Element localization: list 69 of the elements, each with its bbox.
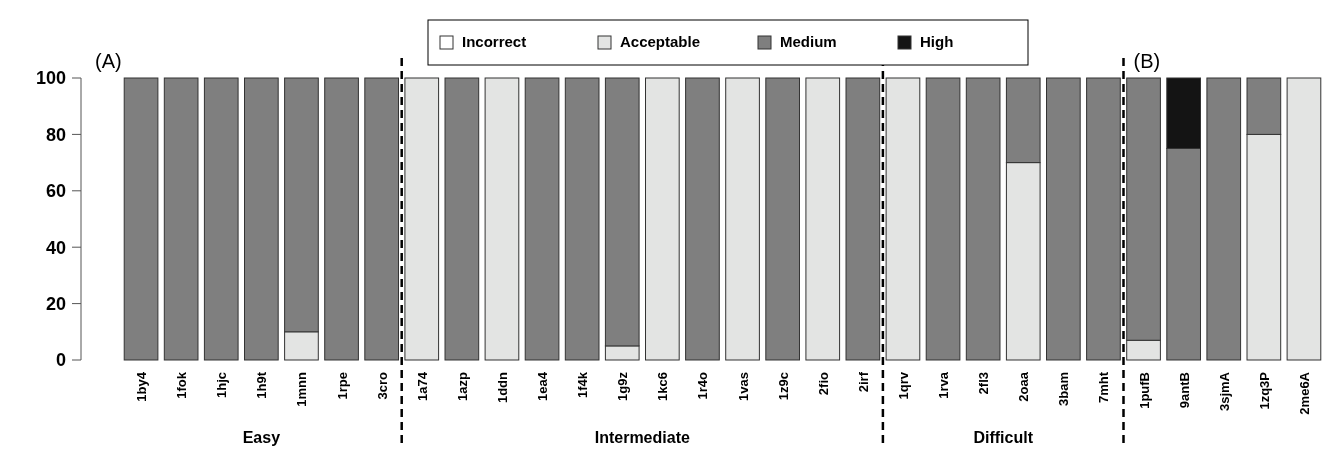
legend-label: Incorrect xyxy=(462,33,527,50)
bar xyxy=(123,77,159,361)
x-tick-label: 1mnn xyxy=(294,371,310,407)
x-tick-label: 1by4 xyxy=(134,371,150,402)
y-tick-label: 100 xyxy=(35,68,66,89)
x-tick-label: 1fok xyxy=(174,371,190,399)
y-tick-label: 60 xyxy=(45,181,66,202)
x-tick-label: 9antB xyxy=(1176,372,1192,409)
x-tick-label: 1g9z xyxy=(615,371,631,401)
bar xyxy=(1046,77,1081,361)
bar xyxy=(925,77,961,361)
x-tick-label: 1hjc xyxy=(214,372,230,399)
x-tick-label: 1kc6 xyxy=(655,372,671,401)
bar xyxy=(805,77,841,361)
text: (A) xyxy=(95,50,122,72)
bar xyxy=(885,77,921,361)
bar xyxy=(965,77,1001,361)
bar xyxy=(564,77,600,361)
x-tick-label: 1h9t xyxy=(254,371,270,399)
x-tick-label: 2irf xyxy=(855,371,871,393)
bar xyxy=(484,77,520,361)
bar xyxy=(524,77,560,361)
x-tick-label: 1vas xyxy=(735,372,751,401)
text: Easy xyxy=(242,429,281,446)
x-tick-label: 1f4k xyxy=(575,371,591,399)
bar xyxy=(725,77,760,361)
bar xyxy=(645,77,680,361)
x-tick-label: 2fio xyxy=(815,371,831,396)
bar xyxy=(444,77,480,361)
text: Difficult xyxy=(973,429,1034,446)
y-tick-label: 40 xyxy=(45,237,66,258)
x-tick-label: 7mht xyxy=(1096,371,1112,404)
x-tick-label: 1ea4 xyxy=(535,371,551,401)
bar xyxy=(845,77,881,361)
x-tick-label: 1pufB xyxy=(1136,372,1152,409)
text: (B) xyxy=(1133,50,1161,72)
x-tick-label: 1z9c xyxy=(775,372,791,401)
x-tick-label: 1a74 xyxy=(414,371,430,401)
x-tick-label: 1qrv xyxy=(895,371,911,400)
legend-label: Acceptable xyxy=(620,33,701,50)
bar xyxy=(685,77,720,361)
x-tick-label: 1rva xyxy=(936,371,952,399)
bar xyxy=(324,77,359,361)
x-tick-label: 1zq3P xyxy=(1256,371,1272,410)
y-tick-label: 0 xyxy=(55,350,66,371)
y-tick-label: 20 xyxy=(45,293,66,314)
x-tick-label: 3bam xyxy=(1056,372,1072,406)
x-tick-label: 3sjmA xyxy=(1216,371,1232,412)
bar xyxy=(1286,77,1322,361)
bar xyxy=(203,77,239,361)
legend-label: High xyxy=(920,33,954,50)
bar xyxy=(1086,77,1121,361)
bar xyxy=(765,77,800,361)
x-tick-label: 3cro xyxy=(374,371,390,400)
legend-label: Medium xyxy=(780,33,837,50)
x-tick-label: 2oaa xyxy=(1016,371,1032,402)
bar xyxy=(404,77,440,361)
x-tick-label: 1azp xyxy=(454,371,470,401)
bar xyxy=(1206,77,1242,361)
x-tick-label: 2fl3 xyxy=(976,372,992,395)
x-tick-label: 1r4o xyxy=(695,371,711,400)
bar xyxy=(364,77,399,361)
x-tick-label: 1ddn xyxy=(494,371,510,404)
x-tick-label: 2me6A xyxy=(1296,371,1312,415)
bar xyxy=(163,77,199,361)
text: Intermediate xyxy=(594,429,690,446)
bar xyxy=(244,77,279,361)
x-tick-label: 1rpe xyxy=(334,372,350,400)
y-tick-label: 80 xyxy=(45,124,66,145)
